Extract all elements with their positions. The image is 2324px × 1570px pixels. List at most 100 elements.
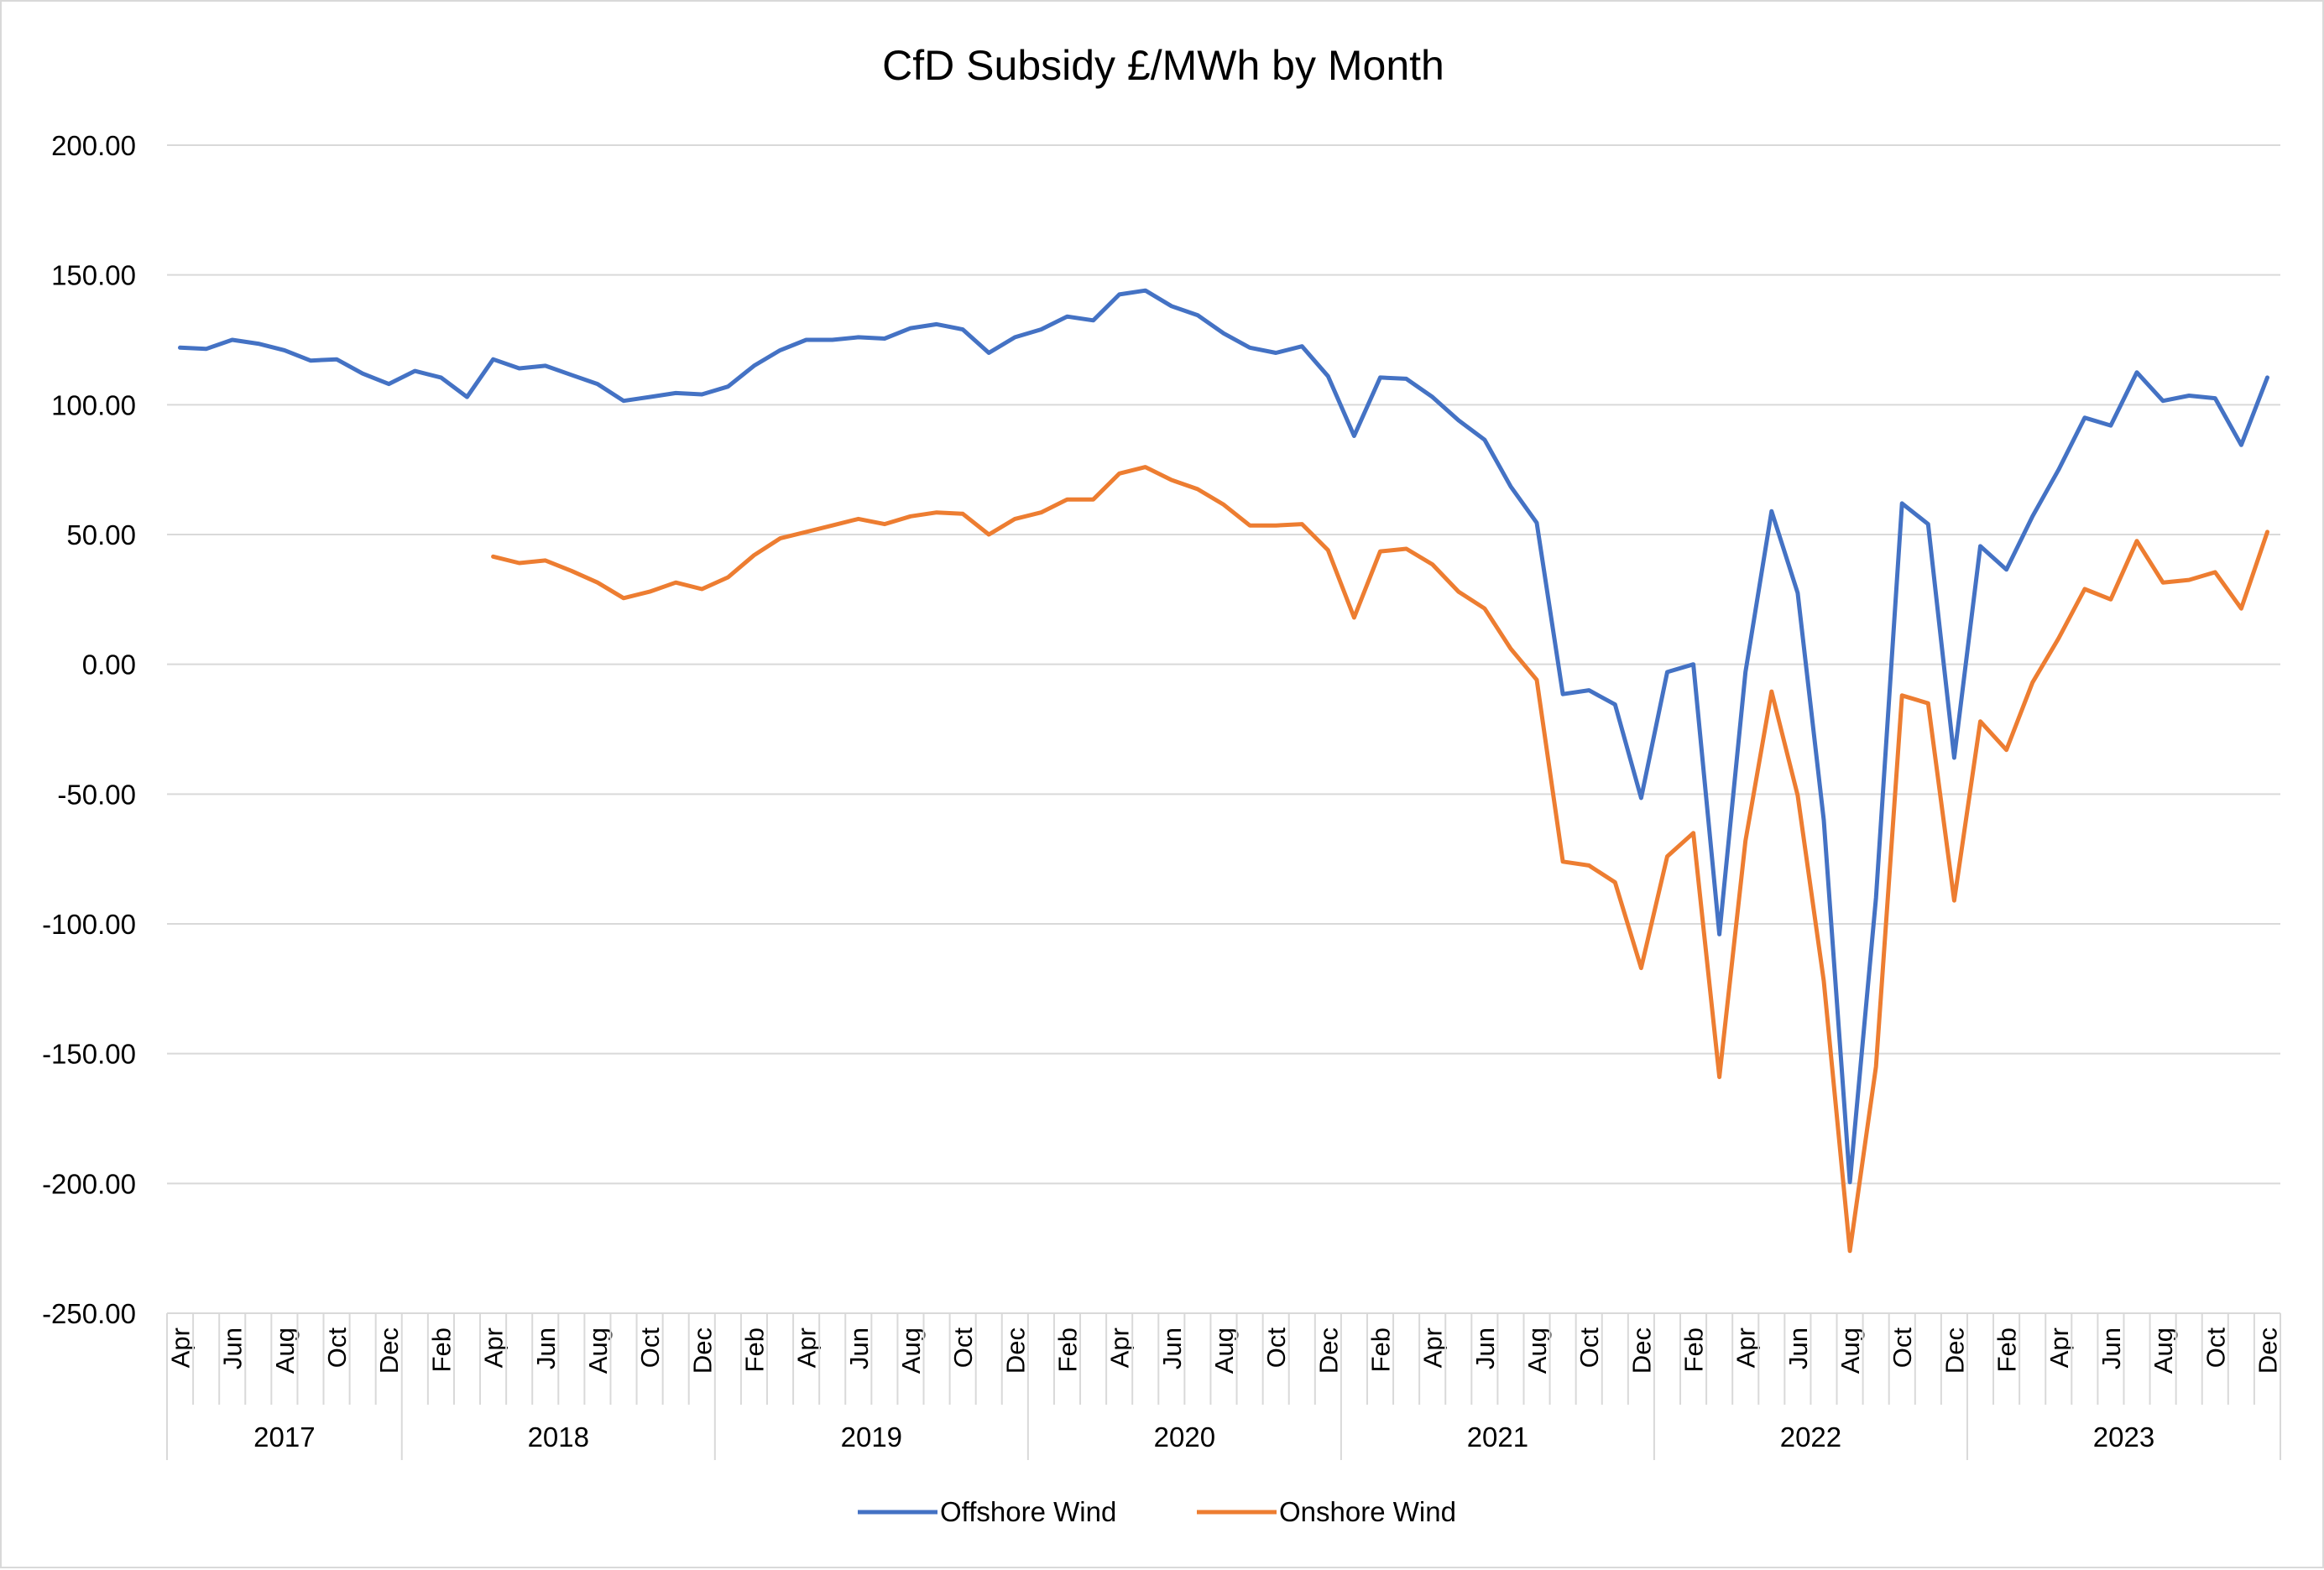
- data-point: [2186, 577, 2191, 582]
- data-point: [2082, 587, 2087, 592]
- x-year-label: 2020: [1154, 1421, 1215, 1453]
- data-point: [2056, 636, 2061, 641]
- data-point: [1586, 688, 1591, 693]
- data-point: [2160, 399, 2165, 404]
- data-point: [1691, 662, 1696, 667]
- legend-item-offshore[interactable]: Offshore Wind: [858, 1496, 1116, 1527]
- data-point: [2160, 580, 2165, 585]
- gridlines: [167, 144, 2280, 1314]
- data-point: [1091, 318, 1096, 323]
- data-point: [1978, 544, 1983, 549]
- y-tick-label: 150.00: [51, 260, 136, 291]
- x-tick-label: Oct: [948, 1327, 978, 1369]
- x-tick-label: Feb: [1366, 1327, 1396, 1372]
- data-point: [1065, 314, 1070, 319]
- data-point: [1638, 795, 1643, 801]
- data-point: [1612, 702, 1617, 707]
- data-point: [621, 596, 626, 601]
- data-point: [882, 522, 887, 527]
- data-point: [1378, 375, 1383, 380]
- data-point: [1925, 522, 1930, 527]
- data-point: [491, 554, 496, 559]
- x-tick-label: Oct: [635, 1327, 665, 1369]
- x-tick-label: Dec: [1627, 1327, 1656, 1374]
- y-tick-label: -150.00: [42, 1039, 136, 1070]
- data-point: [2186, 394, 2191, 399]
- data-point: [1534, 677, 1539, 682]
- data-point: [1299, 522, 1304, 527]
- data-point: [1325, 548, 1330, 553]
- data-point: [2238, 442, 2243, 447]
- data-point: [2030, 680, 2035, 685]
- x-tick-label: Feb: [739, 1327, 769, 1372]
- data-point: [986, 351, 991, 356]
- data-point: [1169, 304, 1174, 309]
- data-point: [621, 399, 626, 404]
- data-point: [282, 347, 287, 352]
- data-point: [1612, 880, 1617, 885]
- y-tick-label: -200.00: [42, 1168, 136, 1199]
- data-point: [1117, 471, 1122, 476]
- data-point: [1847, 1249, 1852, 1254]
- data-point: [256, 342, 261, 347]
- data-point: [1899, 501, 1904, 506]
- data-point: [1743, 838, 1748, 843]
- data-point: [1456, 418, 1461, 423]
- x-tick-label: Dec: [1313, 1327, 1343, 1374]
- x-tick-label: Apr: [2045, 1327, 2074, 1368]
- legend-item-onshore[interactable]: Onshore Wind: [1197, 1496, 1456, 1527]
- data-point: [934, 321, 939, 326]
- data-point: [1769, 689, 1774, 694]
- data-point: [751, 363, 756, 368]
- x-tick-label: Feb: [1679, 1327, 1709, 1372]
- data-point: [2134, 539, 2139, 544]
- legend-label-onshore: Onshore Wind: [1279, 1496, 1456, 1527]
- data-point: [438, 375, 443, 380]
- data-point: [856, 335, 861, 340]
- x-tick-label: Aug: [1836, 1327, 1865, 1374]
- data-point: [595, 580, 600, 585]
- x-tick-label: Jun: [1157, 1327, 1187, 1369]
- data-point: [1586, 863, 1591, 868]
- data-point: [1899, 693, 1904, 698]
- data-point: [386, 382, 391, 387]
- data-point: [1482, 606, 1487, 611]
- data-point: [1456, 589, 1461, 594]
- x-year-label: 2022: [1780, 1421, 1841, 1453]
- data-point: [1195, 313, 1200, 318]
- x-tick-label: Dec: [1000, 1327, 1030, 1374]
- data-point: [1638, 966, 1643, 971]
- data-point: [751, 553, 756, 558]
- data-point: [1038, 327, 1043, 332]
- data-point: [308, 358, 313, 363]
- data-point: [2082, 415, 2087, 420]
- x-tick-label: Aug: [896, 1327, 926, 1374]
- data-point: [569, 568, 574, 573]
- legend-label-offshore: Offshore Wind: [940, 1496, 1116, 1527]
- legend: Offshore Wind Onshore Wind: [858, 1496, 1456, 1527]
- data-point: [934, 510, 939, 515]
- data-point: [699, 392, 704, 397]
- y-tick-label: 100.00: [51, 389, 136, 420]
- y-tick-label: 200.00: [51, 130, 136, 161]
- data-point: [1665, 854, 1670, 859]
- data-point: [1404, 546, 1409, 551]
- data-point: [2030, 514, 2035, 519]
- series-line-offshore-wind: [178, 288, 2269, 1185]
- data-point: [1665, 670, 1670, 675]
- data-point: [2238, 606, 2243, 611]
- data-point: [2265, 529, 2270, 535]
- y-tick-label: 0.00: [82, 649, 136, 681]
- data-point: [543, 363, 548, 368]
- data-point: [2212, 570, 2217, 575]
- data-point: [2004, 748, 2009, 753]
- data-point: [1951, 898, 1956, 903]
- data-point: [1430, 562, 1435, 567]
- y-tick-label: 50.00: [66, 519, 136, 550]
- data-point: [569, 373, 574, 378]
- data-point: [1065, 497, 1070, 502]
- x-tick-label: Apr: [1731, 1327, 1761, 1368]
- data-point: [1299, 344, 1304, 349]
- data-point: [517, 561, 522, 566]
